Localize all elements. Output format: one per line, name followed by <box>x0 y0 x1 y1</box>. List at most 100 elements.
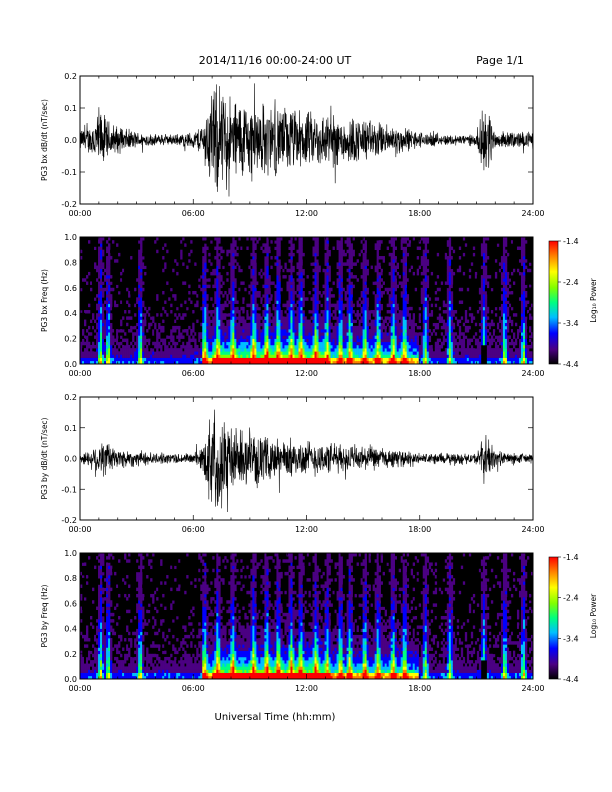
spectrogram-cell <box>284 262 287 266</box>
spectrogram-cell <box>338 360 341 365</box>
spectrogram-cell <box>108 351 111 355</box>
spectrogram-cell <box>254 252 257 257</box>
spectrogram-cell <box>256 348 259 352</box>
spectrogram-cell <box>474 344 478 349</box>
spectrogram-cell <box>458 335 462 339</box>
spectrogram-cell <box>220 325 223 330</box>
spectrogram-cell <box>402 344 406 349</box>
spectrogram-cell <box>254 357 257 362</box>
spectrogram-cell <box>300 275 303 279</box>
spectrogram-cell <box>218 335 221 339</box>
spectrogram-cell <box>420 354 424 358</box>
spectrogram-cell <box>162 246 165 250</box>
spectrogram-cell <box>412 316 416 320</box>
spectrogram-cell <box>162 294 165 298</box>
spectrogram-cell <box>426 303 430 308</box>
spectrogram-cell <box>206 316 209 320</box>
spectrogram-cell <box>264 271 267 276</box>
spectrogram-cell <box>202 329 205 333</box>
spectrogram-cell <box>140 284 143 289</box>
spectrogram-cell <box>108 354 111 358</box>
spectrogram-cell <box>324 265 327 270</box>
spectrogram-cell <box>482 300 486 304</box>
spectrogram-cell <box>240 316 243 320</box>
spectrogram-cell <box>420 297 424 301</box>
spectrogram-cell <box>84 348 87 352</box>
spectrogram-cell <box>422 294 426 298</box>
spectrogram-cell <box>368 335 371 339</box>
spectrogram-cell <box>152 357 155 362</box>
spectrogram-cell <box>400 329 404 333</box>
spectrogram-cell <box>278 290 281 295</box>
spectrogram-cell <box>270 246 273 250</box>
spectrogram-cell <box>228 329 231 333</box>
spectrogram-cell <box>190 357 193 362</box>
spectrogram-cell <box>322 354 325 358</box>
spectrogram-cell <box>414 335 418 339</box>
spectrogram-cell <box>264 329 267 333</box>
spectrogram-cell <box>218 290 221 295</box>
spectrogram-cell <box>402 278 406 282</box>
spectrogram-cell <box>260 319 263 324</box>
spectrogram-cell <box>202 259 205 263</box>
spectrogram-cell <box>444 252 448 257</box>
spectrogram-cell <box>152 278 155 282</box>
spectrogram-cell <box>474 332 478 336</box>
spectrogram-cell <box>126 278 129 282</box>
spectrogram-cell <box>478 332 482 336</box>
spectrogram-cell <box>480 297 484 301</box>
spectrogram-cell <box>206 246 209 250</box>
spectrogram-cell <box>444 310 448 314</box>
spectrogram-cell <box>390 325 393 330</box>
spectrogram-cell <box>392 341 395 346</box>
spectrogram-cell <box>388 265 391 270</box>
spectrogram-cell <box>276 313 279 317</box>
spectrogram-cell <box>288 332 291 336</box>
spectrogram-cell <box>364 348 367 352</box>
spectrogram-cell <box>390 268 393 273</box>
spectrogram-cell <box>426 281 430 285</box>
spectrogram-cell <box>222 313 225 317</box>
spectrogram-cell <box>362 256 365 260</box>
spectrogram-cell <box>454 243 458 247</box>
spectrogram-cell <box>470 348 474 352</box>
spectrogram-cell <box>388 297 391 301</box>
spectrogram-cell <box>320 344 323 349</box>
spectrogram-cell <box>390 271 393 276</box>
spectrogram-cell <box>286 313 289 317</box>
spectrogram-cell <box>98 300 101 304</box>
spectrogram-cell <box>424 313 428 317</box>
spectrogram-cell <box>124 351 127 355</box>
spectrogram-cell <box>452 354 456 358</box>
spectrogram-cell <box>308 329 311 333</box>
spectrogram-cell <box>230 243 233 247</box>
spectrogram-cell <box>376 332 379 336</box>
spectrogram-cell <box>450 341 454 346</box>
spectrogram-cell <box>470 354 474 358</box>
spectrogram-cell <box>356 329 359 333</box>
spectrogram-cell <box>446 316 450 320</box>
spectrogram-cell <box>328 259 331 263</box>
spectrogram-cell <box>98 341 101 346</box>
spectrogram-cell <box>412 332 416 336</box>
spectrogram-cell <box>220 246 223 250</box>
spectrogram-cell <box>174 313 177 317</box>
spectrogram-cell <box>234 360 237 365</box>
spectrogram-cell <box>226 252 229 257</box>
spectrogram-cell <box>464 354 468 358</box>
spectrogram-cell <box>346 316 349 320</box>
spectrogram-cell <box>208 338 211 343</box>
spectrogram-cell <box>178 341 181 346</box>
spectrogram-cell <box>318 313 321 317</box>
spectrogram-cell <box>108 341 111 346</box>
spectrogram-cell <box>242 310 245 314</box>
spectrogram-cell <box>328 329 331 333</box>
spectrogram-cell <box>132 322 135 327</box>
spectrogram-cell <box>132 344 135 349</box>
spectrogram-cell <box>254 348 257 352</box>
spectrogram-cell <box>448 348 452 352</box>
spectrogram-cell <box>488 351 492 355</box>
spectrogram-cell <box>434 351 438 355</box>
spectrogram-cell <box>168 268 171 273</box>
spectrogram-cell <box>144 265 147 270</box>
